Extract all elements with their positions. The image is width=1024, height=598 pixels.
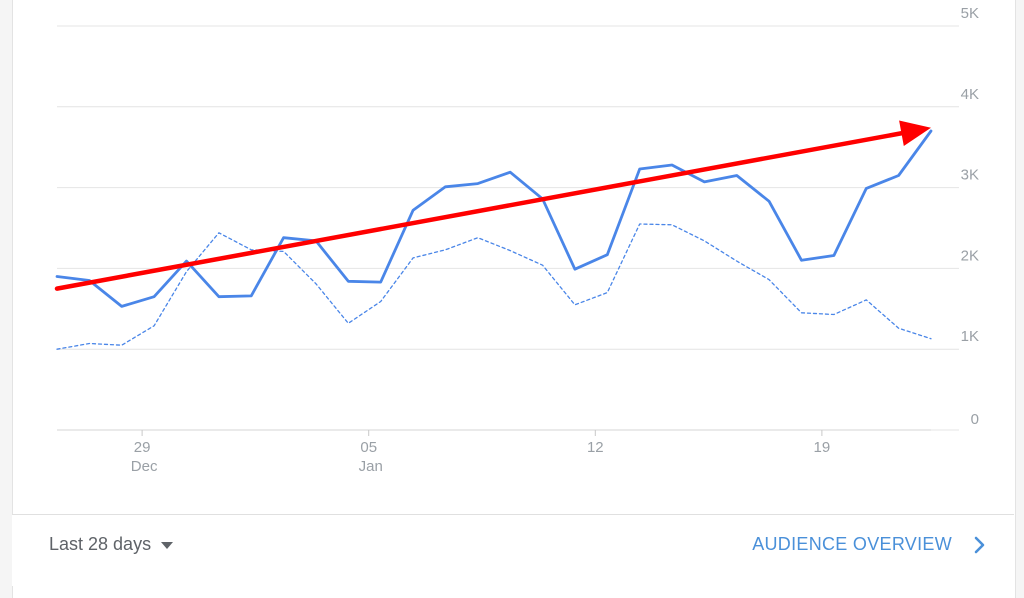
audience-overview-link[interactable]: AUDIENCE OVERVIEW xyxy=(752,534,986,555)
axis-layer: 0 1K 2K 3K 4K 5K 29 Dec 05 Jan 12 19 xyxy=(131,5,979,475)
x-tick-day: 12 xyxy=(587,439,604,456)
chevron-right-icon xyxy=(974,536,986,554)
date-range-selector[interactable]: Last 28 days xyxy=(49,534,173,555)
x-tick-month: Dec xyxy=(131,458,158,475)
y-tick-label: 1K xyxy=(961,328,979,345)
date-range-label: Last 28 days xyxy=(49,534,151,555)
annotation-layer xyxy=(57,121,931,289)
chart-card: 0 1K 2K 3K 4K 5K 29 Dec 05 Jan 12 19 xyxy=(12,0,1016,598)
y-tick-label: 5K xyxy=(961,5,979,22)
card-footer: Last 28 days AUDIENCE OVERVIEW xyxy=(12,514,1014,586)
x-tick-day: 29 xyxy=(134,439,151,456)
y-tick-label: 2K xyxy=(961,247,979,264)
y-tick-label: 4K xyxy=(961,86,979,103)
x-tick-month: Jan xyxy=(359,458,383,475)
series-layer xyxy=(57,131,931,349)
line-chart: 0 1K 2K 3K 4K 5K 29 Dec 05 Jan 12 19 xyxy=(13,0,1015,514)
grid-layer xyxy=(57,26,959,430)
series-line-previous-period xyxy=(57,224,931,349)
y-tick-label: 0 xyxy=(971,411,979,428)
caret-down-icon xyxy=(161,542,173,549)
audience-overview-label: AUDIENCE OVERVIEW xyxy=(752,534,952,555)
trend-arrow-head xyxy=(899,121,931,147)
series-line-current-period xyxy=(57,131,931,306)
x-tick-day: 19 xyxy=(814,439,831,456)
x-tick-day: 05 xyxy=(360,439,377,456)
y-tick-label: 3K xyxy=(961,167,979,184)
